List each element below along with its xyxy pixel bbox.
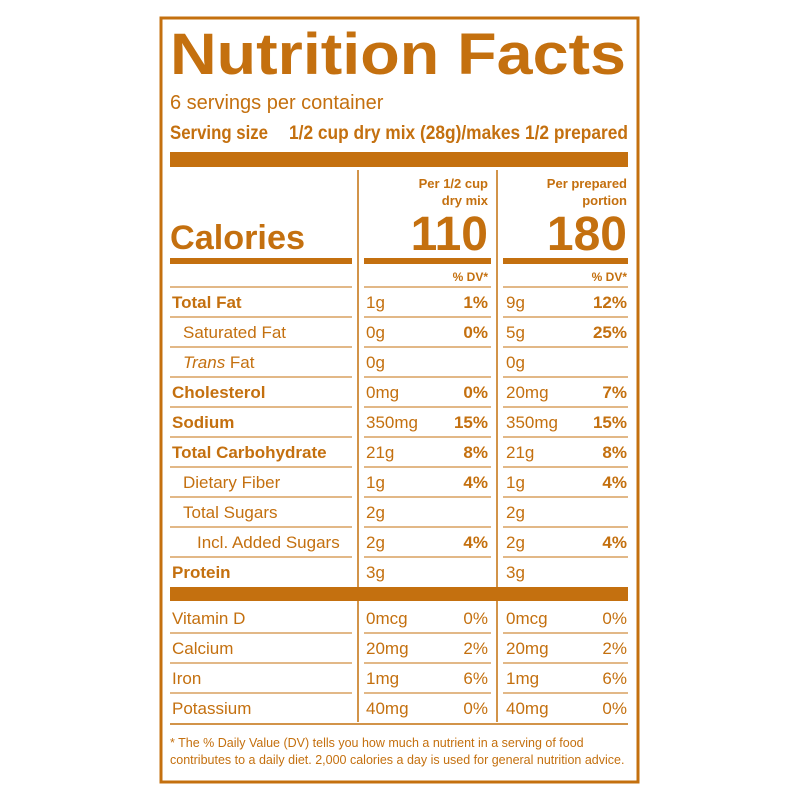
nutrient-name: Protein	[172, 563, 231, 582]
nutrient-name: Iron	[172, 669, 201, 688]
nutrient-name-text: Total Fat	[172, 293, 242, 312]
nutrient-name-text: Total Carbohydrate	[172, 443, 327, 462]
amount: 350mg	[506, 413, 558, 432]
amount: 5g	[506, 323, 525, 342]
amount: 21g	[506, 443, 534, 462]
nutrient-name-text: Potassium	[172, 699, 251, 718]
daily-value: 0%	[602, 609, 627, 628]
amount: 1g	[366, 293, 385, 312]
amount: 40mg	[506, 699, 549, 718]
daily-value: 12%	[593, 293, 627, 312]
thick-bar	[170, 587, 628, 601]
amount: 2g	[366, 503, 385, 522]
nutrient-name: Sodium	[172, 413, 234, 432]
dv-heading: % DV*	[592, 270, 628, 284]
nutrient-name-text: Dietary Fiber	[183, 473, 281, 492]
daily-value: 15%	[454, 413, 488, 432]
servings: 6 servings per container	[170, 92, 384, 114]
column-heading: dry mix	[442, 193, 489, 208]
amount: 20mg	[506, 639, 549, 658]
nutrient-name: Vitamin D	[172, 609, 245, 628]
daily-value: 0%	[463, 383, 488, 402]
nutrient-name-text: Saturated Fat	[183, 323, 286, 342]
nutrient-name: Calcium	[172, 639, 233, 658]
daily-value: 6%	[463, 669, 488, 688]
daily-value: 8%	[602, 443, 627, 462]
daily-value: 2%	[602, 639, 627, 658]
nutrient-name-text: Total Sugars	[183, 503, 278, 522]
column-heading: portion	[582, 193, 627, 208]
daily-value: 7%	[602, 383, 627, 402]
daily-value: 8%	[463, 443, 488, 462]
amount: 0mg	[366, 383, 399, 402]
daily-value: 0%	[463, 323, 488, 342]
nutrient-name-text: Incl. Added Sugars	[197, 533, 340, 552]
daily-value: 25%	[593, 323, 627, 342]
nutrient-name: Potassium	[172, 699, 251, 718]
daily-value: 0%	[463, 609, 488, 628]
daily-value: 2%	[463, 639, 488, 658]
calories-label: Calories	[170, 219, 305, 257]
nutrient-name: Total Sugars	[183, 503, 278, 522]
amount: 20mg	[506, 383, 549, 402]
daily-value: 4%	[463, 473, 488, 492]
amount: 0g	[366, 323, 385, 342]
daily-value: 4%	[602, 533, 627, 552]
thick-bar	[170, 152, 628, 167]
nutrient-name: Saturated Fat	[183, 323, 286, 342]
daily-value: 6%	[602, 669, 627, 688]
dv-heading: % DV*	[453, 270, 489, 284]
amount: 0mcg	[506, 609, 548, 628]
nutrient-name-italic: Trans	[183, 353, 226, 372]
amount: 0mcg	[366, 609, 408, 628]
amount: 1g	[506, 473, 525, 492]
amount: 40mg	[366, 699, 409, 718]
footnote: * The % Daily Value (DV) tells you how m…	[170, 736, 584, 750]
nutrient-name-text: Iron	[172, 669, 201, 688]
daily-value: 1%	[463, 293, 488, 312]
nutrient-name: Total Carbohydrate	[172, 443, 327, 462]
column-heading: Per 1/2 cup	[419, 176, 488, 191]
title: Nutrition Facts	[170, 22, 626, 87]
daily-value: 0%	[602, 699, 627, 718]
nutrient-name: Dietary Fiber	[183, 473, 281, 492]
nutrient-name-text: Protein	[172, 563, 231, 582]
amount: 0g	[366, 353, 385, 372]
amount: 2g	[506, 533, 525, 552]
calories-value: 180	[547, 208, 627, 261]
nutrient-name: Trans Fat	[183, 353, 255, 372]
daily-value: 15%	[593, 413, 627, 432]
nutrient-name-text: Calcium	[172, 639, 233, 658]
label-border	[159, 16, 640, 784]
amount: 2g	[506, 503, 525, 522]
column-heading: Per prepared	[547, 176, 627, 191]
amount: 1g	[366, 473, 385, 492]
serving-size-label: Serving size	[170, 123, 268, 144]
nutrient-name-text: Vitamin D	[172, 609, 245, 628]
nutrient-name: Total Fat	[172, 293, 242, 312]
daily-value: 4%	[463, 533, 488, 552]
amount: 2g	[366, 533, 385, 552]
amount: 3g	[506, 563, 525, 582]
amount: 9g	[506, 293, 525, 312]
amount: 21g	[366, 443, 394, 462]
serving-size: 1/2 cup dry mix (28g)/makes 1/2 prepared	[289, 123, 628, 144]
amount: 3g	[366, 563, 385, 582]
nutrient-name-text: Fat	[225, 353, 255, 372]
nutrient-name: Cholesterol	[172, 383, 266, 402]
nutrient-name-text: Sodium	[172, 413, 234, 432]
amount: 1mg	[366, 669, 399, 688]
amount: 350mg	[366, 413, 418, 432]
daily-value: 0%	[463, 699, 488, 718]
nutrient-name: Incl. Added Sugars	[197, 533, 340, 552]
amount: 20mg	[366, 639, 409, 658]
nutrient-name-text: Cholesterol	[172, 383, 266, 402]
amount: 1mg	[506, 669, 539, 688]
calories-value: 110	[411, 208, 488, 261]
amount: 0g	[506, 353, 525, 372]
daily-value: 4%	[602, 473, 627, 492]
footnote: contributes to a daily diet. 2,000 calor…	[170, 753, 624, 767]
